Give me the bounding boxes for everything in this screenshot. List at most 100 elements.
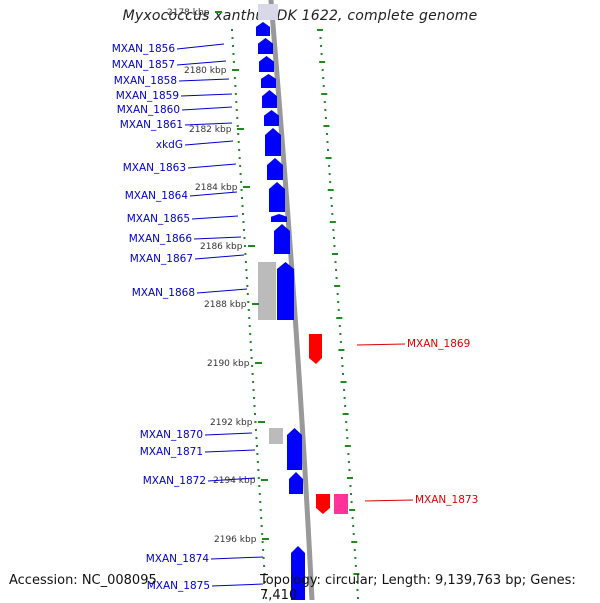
gene-label-mxan_1864[interactable]: MXAN_1864 bbox=[125, 190, 238, 202]
gene-label-mxan_1865[interactable]: MXAN_1865 bbox=[127, 213, 239, 225]
gene-label-text[interactable]: MXAN_1869 bbox=[407, 338, 470, 350]
gene-label-leader bbox=[207, 477, 256, 482]
gene-label-text[interactable]: MXAN_1861 bbox=[120, 119, 183, 131]
tick-label: 2180 kbp bbox=[184, 66, 227, 76]
gene-label-mxan_1866[interactable]: MXAN_1866 bbox=[129, 233, 242, 245]
gene-label-text[interactable]: MXAN_1874 bbox=[146, 553, 210, 565]
right-dotted-track bbox=[317, 29, 360, 599]
gene-label-text[interactable]: MXAN_1867 bbox=[130, 253, 193, 265]
gene-label-leader bbox=[210, 556, 264, 560]
gene-label-text[interactable]: MXAN_1859 bbox=[116, 90, 179, 102]
gene-label-text[interactable]: MXAN_1871 bbox=[140, 446, 203, 458]
genome-summary-text: Topology: circular; Length: 9,139,763 bp… bbox=[260, 573, 576, 603]
gene-label-leader bbox=[204, 432, 253, 436]
gene-label-text[interactable]: MXAN_1875 bbox=[147, 580, 210, 592]
forward-gene-arrow bbox=[277, 262, 294, 320]
gene-label-mxan_1869[interactable]: MXAN_1869 bbox=[356, 338, 470, 350]
forward-gene-arrow bbox=[269, 182, 285, 212]
tick-label: 2184 kbp bbox=[195, 183, 238, 193]
tick-label: 2182 kbp bbox=[189, 125, 232, 135]
gene-label-text[interactable]: MXAN_1872 bbox=[143, 475, 206, 487]
gene-label-mxan_1868[interactable]: MXAN_1868 bbox=[132, 287, 248, 299]
gene-label-mxan_1875[interactable]: MXAN_1875 bbox=[147, 580, 264, 592]
forward-gene-arrow bbox=[271, 214, 287, 222]
dotted-guides bbox=[231, 29, 360, 599]
gene-label-text[interactable]: MXAN_1865 bbox=[127, 213, 190, 225]
reverse-gene-pink bbox=[334, 494, 348, 514]
gene-label-leader bbox=[193, 236, 242, 240]
gene-label-mxan_1872[interactable]: MXAN_1872 bbox=[143, 475, 256, 487]
gene-label-leader bbox=[187, 163, 237, 169]
forward-gene-arrow bbox=[264, 110, 279, 126]
gene-label-mxan_1856[interactable]: MXAN_1856 bbox=[112, 43, 225, 55]
tick-label: 2186 kbp bbox=[200, 242, 243, 252]
gene-label-mxan_1874[interactable]: MXAN_1874 bbox=[146, 553, 264, 565]
gene-label-text[interactable]: MXAN_1866 bbox=[129, 233, 193, 245]
forward-gene-arrow bbox=[291, 546, 305, 600]
gene-label-leader bbox=[364, 499, 414, 502]
kbp-ticks: 2178 kbp 2180 kbp 2182 kbp 2184 kbp 2186 kbp… bbox=[167, 8, 269, 545]
forward-gene-arrow bbox=[261, 74, 276, 88]
gene-label-text[interactable]: MXAN_1870 bbox=[140, 429, 203, 441]
gene-label-leader bbox=[196, 288, 248, 294]
forward-gene-arrow bbox=[265, 128, 281, 156]
forward-gene-arrow bbox=[289, 472, 303, 494]
gene-label-text[interactable]: MXAN_1858 bbox=[114, 75, 177, 87]
gene-label-leader bbox=[176, 43, 225, 50]
gene-label-mxan_1860[interactable]: MXAN_1860 bbox=[117, 104, 233, 116]
gene-label-leader bbox=[184, 140, 234, 146]
gray-feature bbox=[258, 4, 278, 20]
gene-labels[interactable]: MXAN_1856 MXAN_1857 MXAN_1858 MXAN_1859 MXAN… bbox=[112, 43, 479, 592]
gene-label-text[interactable]: MXAN_1856 bbox=[112, 43, 176, 55]
gene-label-leader bbox=[204, 449, 256, 453]
gene-label-mxan_1857[interactable]: MXAN_1857 bbox=[112, 59, 227, 71]
reverse-gene-arrow bbox=[316, 494, 330, 514]
gene-label-leader bbox=[191, 215, 239, 220]
gene-label-leader bbox=[178, 78, 230, 82]
gene-label-mxan_1870[interactable]: MXAN_1870 bbox=[140, 429, 253, 441]
gray-feature bbox=[269, 428, 283, 444]
gene-label-mxan_1859[interactable]: MXAN_1859 bbox=[116, 90, 233, 102]
tick-label: 2196 kbp bbox=[214, 535, 257, 545]
gene-label-mxan_1873[interactable]: MXAN_1873 bbox=[364, 494, 478, 506]
forward-gene-arrow bbox=[259, 56, 274, 72]
forward-gene-arrow bbox=[258, 38, 273, 54]
gene-label-text[interactable]: MXAN_1857 bbox=[112, 59, 175, 71]
gray-feature bbox=[258, 262, 276, 320]
forward-gene-arrow bbox=[274, 224, 290, 254]
tick-label: 2194 kbp bbox=[213, 476, 256, 486]
gene-features bbox=[256, 4, 348, 600]
accession-text: Accession: NC_008095 bbox=[9, 573, 157, 588]
gene-label-text[interactable]: MXAN_1873 bbox=[415, 494, 478, 506]
gene-label-xkdg[interactable]: xkdG bbox=[156, 139, 234, 151]
forward-gene-arrow bbox=[267, 158, 283, 180]
forward-gene-arrow bbox=[256, 22, 270, 36]
tick-label: 2178 kbp bbox=[167, 8, 210, 18]
forward-gene-arrow bbox=[262, 90, 277, 108]
gene-label-mxan_1863[interactable]: MXAN_1863 bbox=[123, 162, 237, 174]
gene-label-text[interactable]: MXAN_1864 bbox=[125, 190, 189, 202]
gene-label-mxan_1871[interactable]: MXAN_1871 bbox=[140, 446, 256, 458]
gene-label-text[interactable]: MXAN_1868 bbox=[132, 287, 195, 299]
gene-label-mxan_1858[interactable]: MXAN_1858 bbox=[114, 75, 230, 87]
gene-label-leader bbox=[356, 343, 406, 346]
forward-gene-arrow bbox=[287, 428, 302, 470]
gene-label-text[interactable]: xkdG bbox=[156, 139, 183, 151]
left-dotted-track bbox=[231, 29, 267, 599]
gene-label-leader bbox=[211, 583, 264, 587]
gene-label-leader bbox=[176, 60, 227, 66]
tick-label: 2190 kbp bbox=[207, 359, 250, 369]
gene-label-leader bbox=[184, 122, 233, 126]
gene-label-mxan_1861[interactable]: MXAN_1861 bbox=[120, 119, 233, 131]
gene-label-text[interactable]: MXAN_1863 bbox=[123, 162, 186, 174]
map-title: Myxococcus xanthus DK 1622, complete gen… bbox=[122, 8, 478, 24]
gene-label-mxan_1867[interactable]: MXAN_1867 bbox=[130, 253, 245, 265]
gene-label-leader bbox=[194, 254, 245, 260]
tick-label: 2192 kbp bbox=[210, 418, 253, 428]
tick-label: 2188 kbp bbox=[204, 300, 247, 310]
gene-label-text[interactable]: MXAN_1860 bbox=[117, 104, 180, 116]
gene-label-leader bbox=[180, 93, 233, 97]
gene-label-leader bbox=[181, 106, 233, 111]
gene-label-leader bbox=[189, 191, 238, 197]
